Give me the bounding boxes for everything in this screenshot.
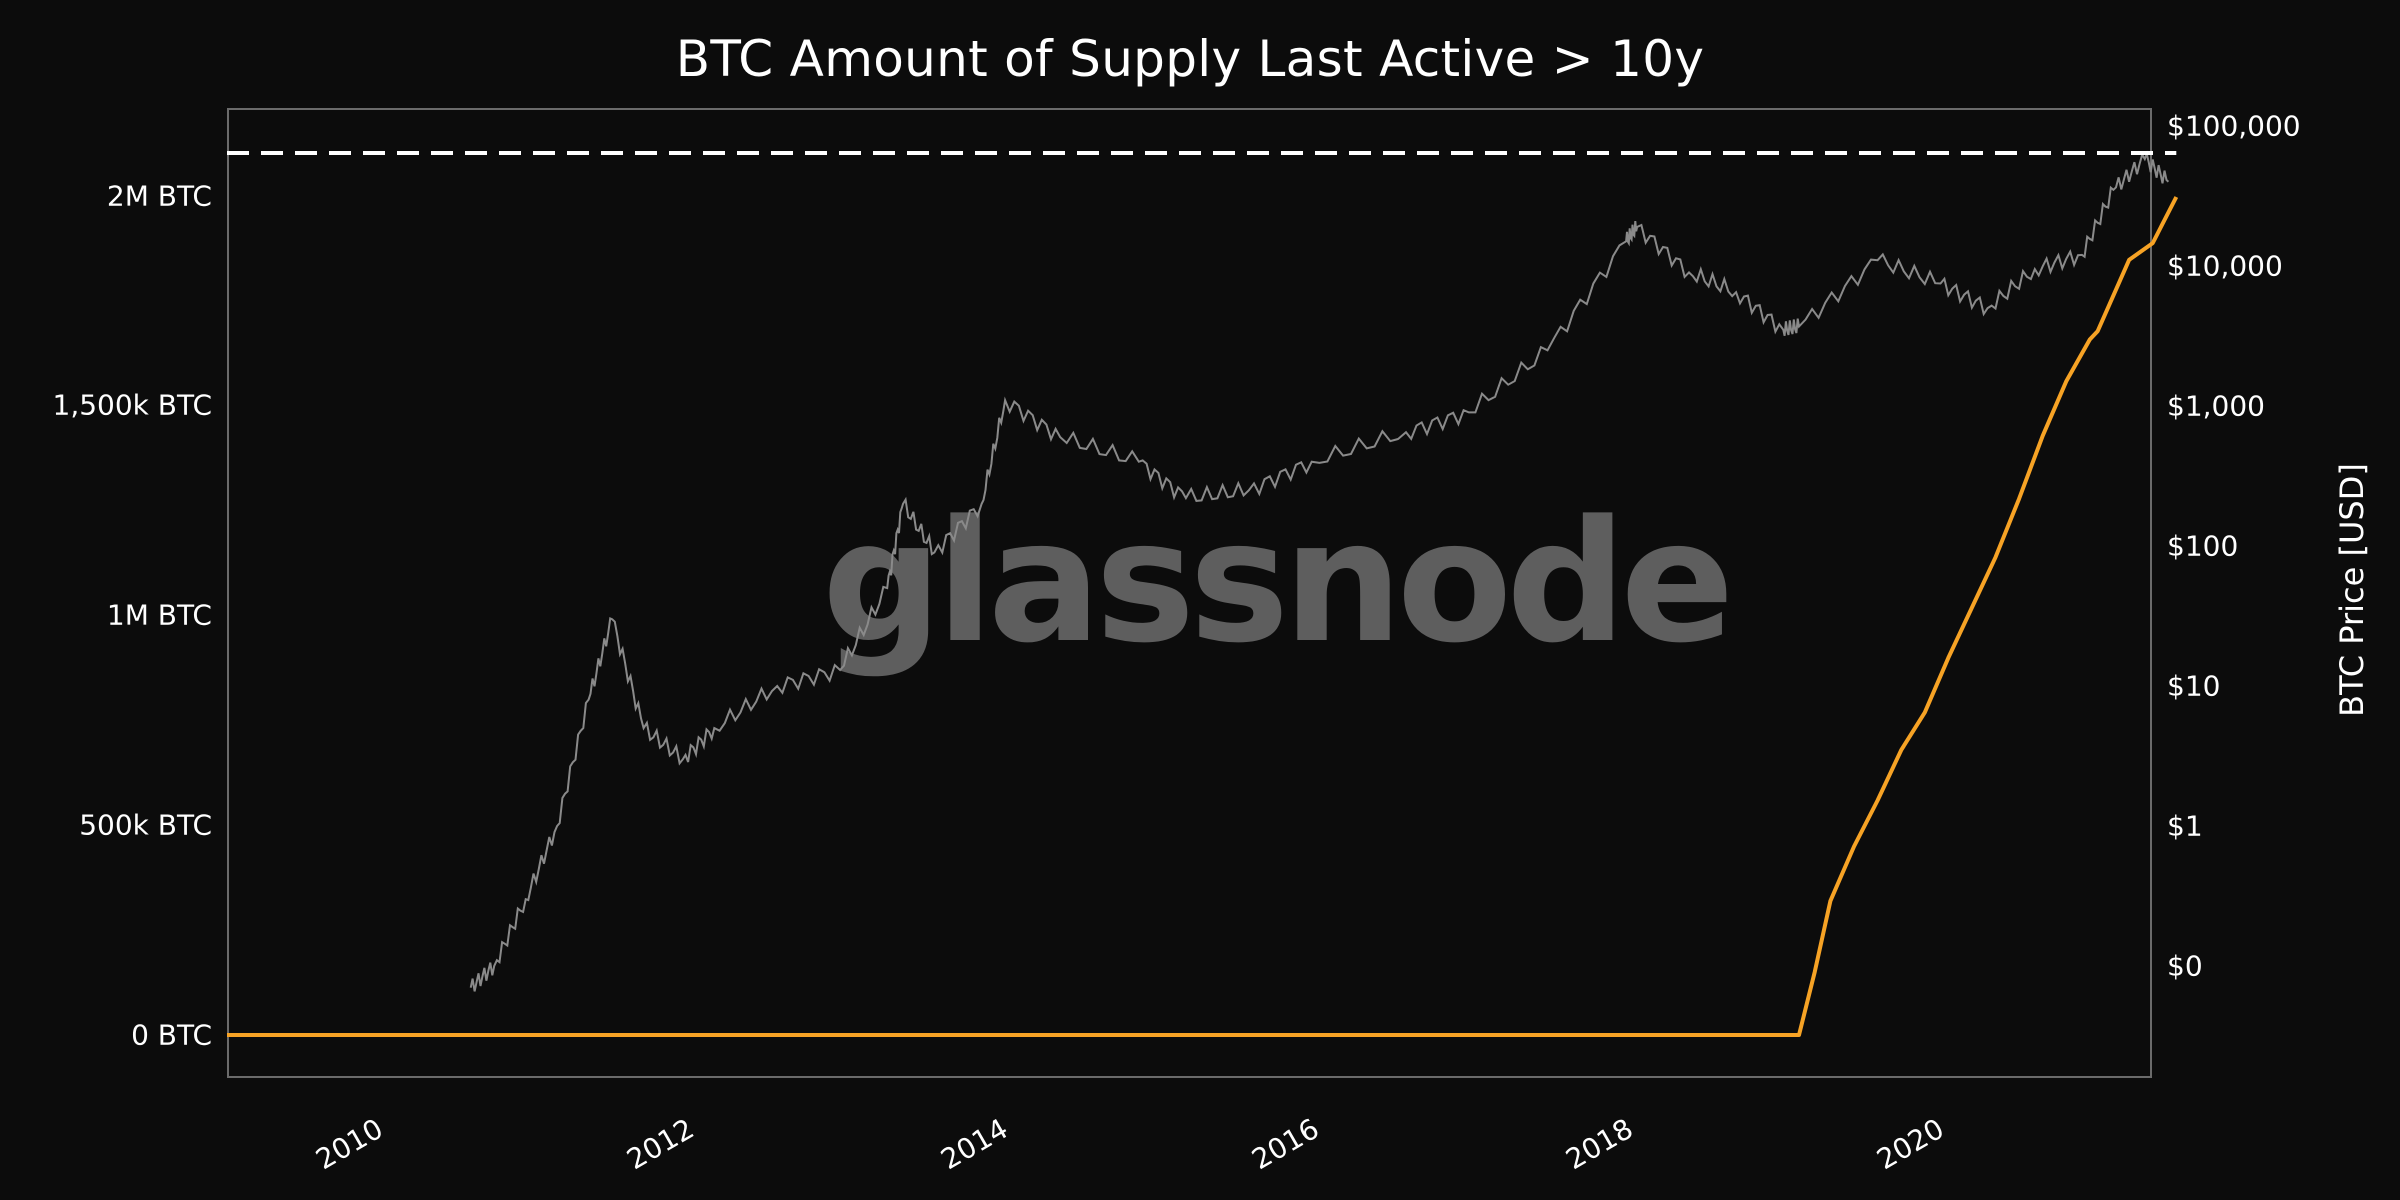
right-axis-tick: $100,000 — [2167, 109, 2301, 143]
right-axis-tick: $1 — [2167, 809, 2203, 843]
plot-area — [227, 108, 2152, 1078]
right-axis-tick: $100 — [2167, 529, 2239, 563]
right-axis-tick: $10 — [2167, 669, 2221, 703]
left-axis-tick: 0 BTC — [131, 1018, 212, 1052]
right-axis-tick: $10,000 — [2167, 249, 2283, 283]
right-axis-tick: $0 — [2167, 949, 2203, 983]
right-axis-label: BTC Price [USD] — [2333, 463, 2371, 717]
left-axis-tick: 2M BTC — [106, 179, 212, 213]
watermark-logo: glassnode — [822, 484, 1728, 680]
left-axis-tick: 1,500k BTC — [52, 388, 213, 422]
price-line — [469, 150, 2170, 992]
chart-title: BTC Amount of Supply Last Active > 10y — [675, 30, 1705, 88]
supply-line — [227, 196, 2179, 1037]
left-axis-tick: 1M BTC — [106, 598, 212, 632]
right-axis-tick: $1,000 — [2167, 389, 2265, 423]
left-axis-tick: 500k BTC — [79, 808, 212, 842]
